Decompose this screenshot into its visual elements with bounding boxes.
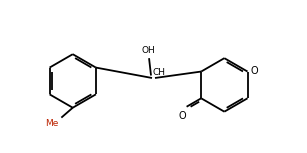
Text: CH: CH <box>152 69 165 77</box>
Text: O: O <box>251 65 258 76</box>
Text: OH: OH <box>141 46 155 55</box>
Text: Me: Me <box>45 119 58 128</box>
Text: O: O <box>179 111 186 121</box>
